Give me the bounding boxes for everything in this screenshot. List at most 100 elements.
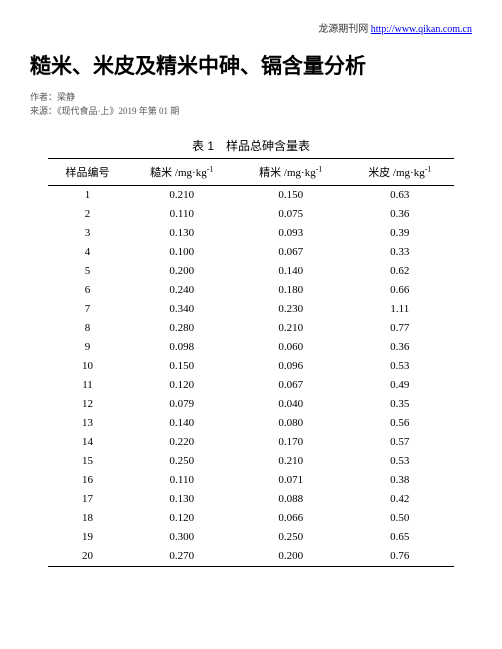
table-row: 40.1000.0670.33 <box>48 243 455 262</box>
source-url-link[interactable]: http://www.qikan.com.cn <box>371 24 472 35</box>
table-cell: 20 <box>48 547 128 567</box>
table-cell: 0.080 <box>236 414 345 433</box>
table-cell: 5 <box>48 262 128 281</box>
table-row: 70.3400.2301.11 <box>48 300 455 319</box>
table-cell: 0.38 <box>345 471 454 490</box>
table-caption: 表 1 样品总砷含量表 <box>30 137 472 154</box>
table-row: 10.2100.1500.63 <box>48 185 455 205</box>
table-cell: 0.76 <box>345 547 454 567</box>
table-cell: 0.56 <box>345 414 454 433</box>
table-cell: 0.150 <box>236 185 345 205</box>
table-header-row: 样品编号 糙米 /mg·kg-1 精米 /mg·kg-1 米皮 /mg·kg-1 <box>48 158 455 185</box>
table-cell: 0.130 <box>127 490 236 509</box>
source-header: 龙源期刊网 http://www.qikan.com.cn <box>30 20 472 35</box>
table-cell: 0.42 <box>345 490 454 509</box>
table-cell: 11 <box>48 376 128 395</box>
table-cell: 19 <box>48 528 128 547</box>
table-cell: 1.11 <box>345 300 454 319</box>
table-cell: 0.130 <box>127 224 236 243</box>
table-row: 30.1300.0930.39 <box>48 224 455 243</box>
table-cell: 2 <box>48 205 128 224</box>
table-cell: 0.300 <box>127 528 236 547</box>
table-cell: 0.280 <box>127 319 236 338</box>
table-row: 120.0790.0400.35 <box>48 395 455 414</box>
table-cell: 0.210 <box>236 319 345 338</box>
table-cell: 10 <box>48 357 128 376</box>
table-cell: 8 <box>48 319 128 338</box>
table-row: 20.1100.0750.36 <box>48 205 455 224</box>
table-cell: 0.093 <box>236 224 345 243</box>
table-cell: 3 <box>48 224 128 243</box>
table-cell: 0.150 <box>127 357 236 376</box>
table-row: 90.0980.0600.36 <box>48 338 455 357</box>
author-label: 作者： <box>30 92 57 102</box>
table-row: 170.1300.0880.42 <box>48 490 455 509</box>
table-row: 140.2200.1700.57 <box>48 433 455 452</box>
table-cell: 6 <box>48 281 128 300</box>
table-cell: 0.63 <box>345 185 454 205</box>
table-cell: 0.53 <box>345 357 454 376</box>
source-label: 来源： <box>30 106 57 116</box>
table-cell: 0.120 <box>127 376 236 395</box>
table-cell: 0.075 <box>236 205 345 224</box>
data-table: 样品编号 糙米 /mg·kg-1 精米 /mg·kg-1 米皮 /mg·kg-1… <box>48 158 455 567</box>
table-cell: 0.079 <box>127 395 236 414</box>
col-header-polished-rice: 精米 /mg·kg-1 <box>236 158 345 185</box>
table-cell: 18 <box>48 509 128 528</box>
table-cell: 0.200 <box>236 547 345 567</box>
table-cell: 0.230 <box>236 300 345 319</box>
table-cell: 0.250 <box>236 528 345 547</box>
table-cell: 0.36 <box>345 205 454 224</box>
table-row: 50.2000.1400.62 <box>48 262 455 281</box>
col-header-sample: 样品编号 <box>48 158 128 185</box>
table-cell: 0.270 <box>127 547 236 567</box>
table-cell: 0.49 <box>345 376 454 395</box>
table-body: 10.2100.1500.6320.1100.0750.3630.1300.09… <box>48 185 455 566</box>
table-cell: 0.50 <box>345 509 454 528</box>
table-row: 150.2500.2100.53 <box>48 452 455 471</box>
table-row: 110.1200.0670.49 <box>48 376 455 395</box>
table-cell: 17 <box>48 490 128 509</box>
table-cell: 0.110 <box>127 471 236 490</box>
table-cell: 0.35 <box>345 395 454 414</box>
table-cell: 0.250 <box>127 452 236 471</box>
table-row: 130.1400.0800.56 <box>48 414 455 433</box>
table-cell: 0.170 <box>236 433 345 452</box>
table-cell: 9 <box>48 338 128 357</box>
table-cell: 0.33 <box>345 243 454 262</box>
table-cell: 0.65 <box>345 528 454 547</box>
table-cell: 0.088 <box>236 490 345 509</box>
table-cell: 7 <box>48 300 128 319</box>
table-cell: 15 <box>48 452 128 471</box>
table-cell: 0.110 <box>127 205 236 224</box>
table-cell: 0.220 <box>127 433 236 452</box>
col-header-rice-bran: 米皮 /mg·kg-1 <box>345 158 454 185</box>
table-cell: 0.66 <box>345 281 454 300</box>
table-cell: 0.39 <box>345 224 454 243</box>
table-cell: 0.060 <box>236 338 345 357</box>
table-row: 80.2800.2100.77 <box>48 319 455 338</box>
table-cell: 13 <box>48 414 128 433</box>
table-cell: 0.210 <box>127 185 236 205</box>
table-cell: 0.180 <box>236 281 345 300</box>
table-cell: 0.340 <box>127 300 236 319</box>
table-row: 100.1500.0960.53 <box>48 357 455 376</box>
table-cell: 0.53 <box>345 452 454 471</box>
table-cell: 0.140 <box>236 262 345 281</box>
table-cell: 12 <box>48 395 128 414</box>
article-title: 糙米、米皮及精米中砷、镉含量分析 <box>30 50 472 80</box>
table-cell: 0.77 <box>345 319 454 338</box>
article-meta: 作者：梁静 来源：《现代食品·上》2019 年第 01 期 <box>30 90 472 119</box>
table-row: 200.2700.2000.76 <box>48 547 455 567</box>
table-row: 60.2400.1800.66 <box>48 281 455 300</box>
table-cell: 14 <box>48 433 128 452</box>
table-cell: 0.200 <box>127 262 236 281</box>
source-line: 来源：《现代食品·上》2019 年第 01 期 <box>30 104 472 118</box>
table-cell: 0.100 <box>127 243 236 262</box>
author-line: 作者：梁静 <box>30 90 472 104</box>
table-cell: 0.120 <box>127 509 236 528</box>
author-name: 梁静 <box>57 92 75 102</box>
table-cell: 0.040 <box>236 395 345 414</box>
table-row: 180.1200.0660.50 <box>48 509 455 528</box>
table-cell: 0.071 <box>236 471 345 490</box>
